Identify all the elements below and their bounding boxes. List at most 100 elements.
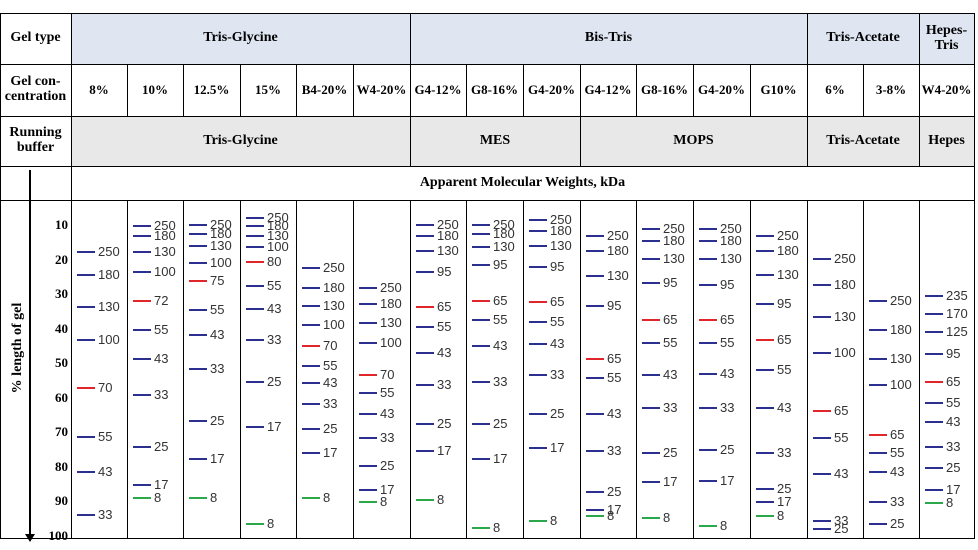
marker-band-label: 43: [890, 464, 905, 480]
marker-band: [302, 345, 320, 348]
marker-band: [246, 338, 264, 341]
marker-band-label: 95: [777, 295, 792, 311]
y-axis-label: % length of gel: [10, 302, 25, 394]
marker-band: [529, 413, 547, 416]
marker-band-label: 250: [493, 216, 515, 232]
buffer-hepes: Hepes: [928, 132, 965, 148]
marker-band-label: 70: [380, 367, 395, 383]
marker-band-label: 17: [493, 451, 508, 467]
marker-band-label: 43: [607, 406, 622, 422]
column-divider: [919, 200, 920, 538]
column-divider: [410, 116, 411, 166]
marker-band: [925, 421, 943, 424]
marker-band: [302, 427, 320, 430]
marker-band: [813, 283, 831, 286]
column-divider: [240, 200, 241, 538]
marker-band: [77, 273, 95, 276]
y-tick-label: 20: [55, 251, 68, 267]
marker-band-label: 17: [946, 482, 961, 498]
marker-band-label: 43: [834, 466, 849, 482]
marker-band-label: 25: [890, 516, 905, 532]
marker-band: [756, 500, 774, 503]
marker-band: [246, 426, 264, 429]
marker-band: [189, 262, 207, 265]
marker-band: [359, 322, 377, 325]
marker-band: [642, 281, 660, 284]
marker-band-label: 8: [267, 516, 275, 532]
running-buffer-label: Running buffer: [9, 125, 62, 155]
column-divider: [919, 64, 920, 116]
marker-band: [529, 320, 547, 323]
marker-band-label: 25: [210, 412, 225, 428]
marker-band-label: 55: [946, 394, 961, 410]
marker-band-label: 33: [154, 386, 169, 402]
marker-band: [756, 452, 774, 454]
y-tick-label: 10: [55, 217, 68, 232]
marker-band: [756, 515, 774, 518]
gel-concentration-cell: 10%: [142, 82, 168, 98]
marker-band-label: 80: [267, 253, 282, 269]
marker-band-label: 43: [663, 367, 678, 383]
marker-band-label: 250: [663, 221, 685, 237]
marker-band: [586, 304, 604, 307]
marker-band: [586, 490, 604, 493]
marker-band: [189, 244, 207, 247]
marker-band-label: 43: [210, 326, 225, 342]
gel-concentration-cell: 6%: [825, 82, 845, 98]
marker-band-label: 25: [607, 483, 622, 499]
marker-band: [77, 251, 95, 254]
marker-band-label: 180: [267, 218, 289, 234]
marker-band: [302, 497, 320, 500]
row-divider: [0, 116, 975, 117]
marker-band-label: 130: [267, 227, 289, 243]
marker-band: [586, 450, 604, 453]
marker-band-label: 17: [154, 477, 169, 493]
column-divider: [523, 200, 524, 538]
marker-band: [359, 341, 377, 344]
marker-band: [472, 319, 490, 322]
marker-band: [189, 367, 207, 370]
marker-band: [586, 413, 604, 416]
marker-band: [529, 520, 547, 523]
marker-band-label: 33: [267, 331, 282, 347]
marker-band-label: 25: [720, 441, 735, 457]
marker-band-label: 180: [380, 295, 402, 311]
marker-band-label: 180: [550, 223, 572, 239]
marker-band-label: 130: [834, 308, 856, 324]
marker-band-label: 100: [154, 263, 176, 279]
marker-band: [246, 307, 264, 310]
y-tick-label: 80: [55, 458, 68, 474]
gel-concentration-cell: W4-20%: [356, 82, 407, 98]
marker-band-label: 33: [380, 430, 395, 446]
column-divider: [636, 64, 637, 116]
marker-band: [359, 413, 377, 416]
marker-band: [77, 471, 95, 474]
marker-band: [472, 422, 490, 425]
marker-band: [246, 523, 264, 526]
marker-band: [302, 324, 320, 327]
marker-band: [77, 513, 95, 516]
marker-band: [925, 294, 943, 297]
marker-band-label: 130: [323, 297, 345, 313]
gel-concentration-cell: G4-12%: [414, 82, 462, 98]
column-divider: [580, 200, 581, 538]
marker-band: [642, 452, 660, 454]
marker-band: [472, 223, 490, 226]
buffer-tris-acetate: Tris-Acetate: [826, 132, 900, 148]
marker-band-label: 130: [550, 237, 572, 253]
marker-band: [189, 223, 207, 226]
marker-band-label: 25: [777, 480, 792, 496]
marker-band-label: 55: [98, 428, 113, 444]
column-divider: [127, 64, 128, 116]
marker-band: [642, 319, 660, 322]
marker-band: [133, 328, 151, 331]
marker-band: [472, 246, 490, 249]
column-divider: [580, 116, 581, 166]
marker-band-label: 43: [380, 406, 395, 422]
column-divider: [410, 200, 411, 538]
column-divider: [693, 64, 694, 116]
marker-band: [813, 528, 831, 531]
marker-band: [133, 234, 151, 237]
marker-band: [246, 246, 264, 249]
gel-type-bis-tris: Bis-Tris: [584, 30, 633, 46]
